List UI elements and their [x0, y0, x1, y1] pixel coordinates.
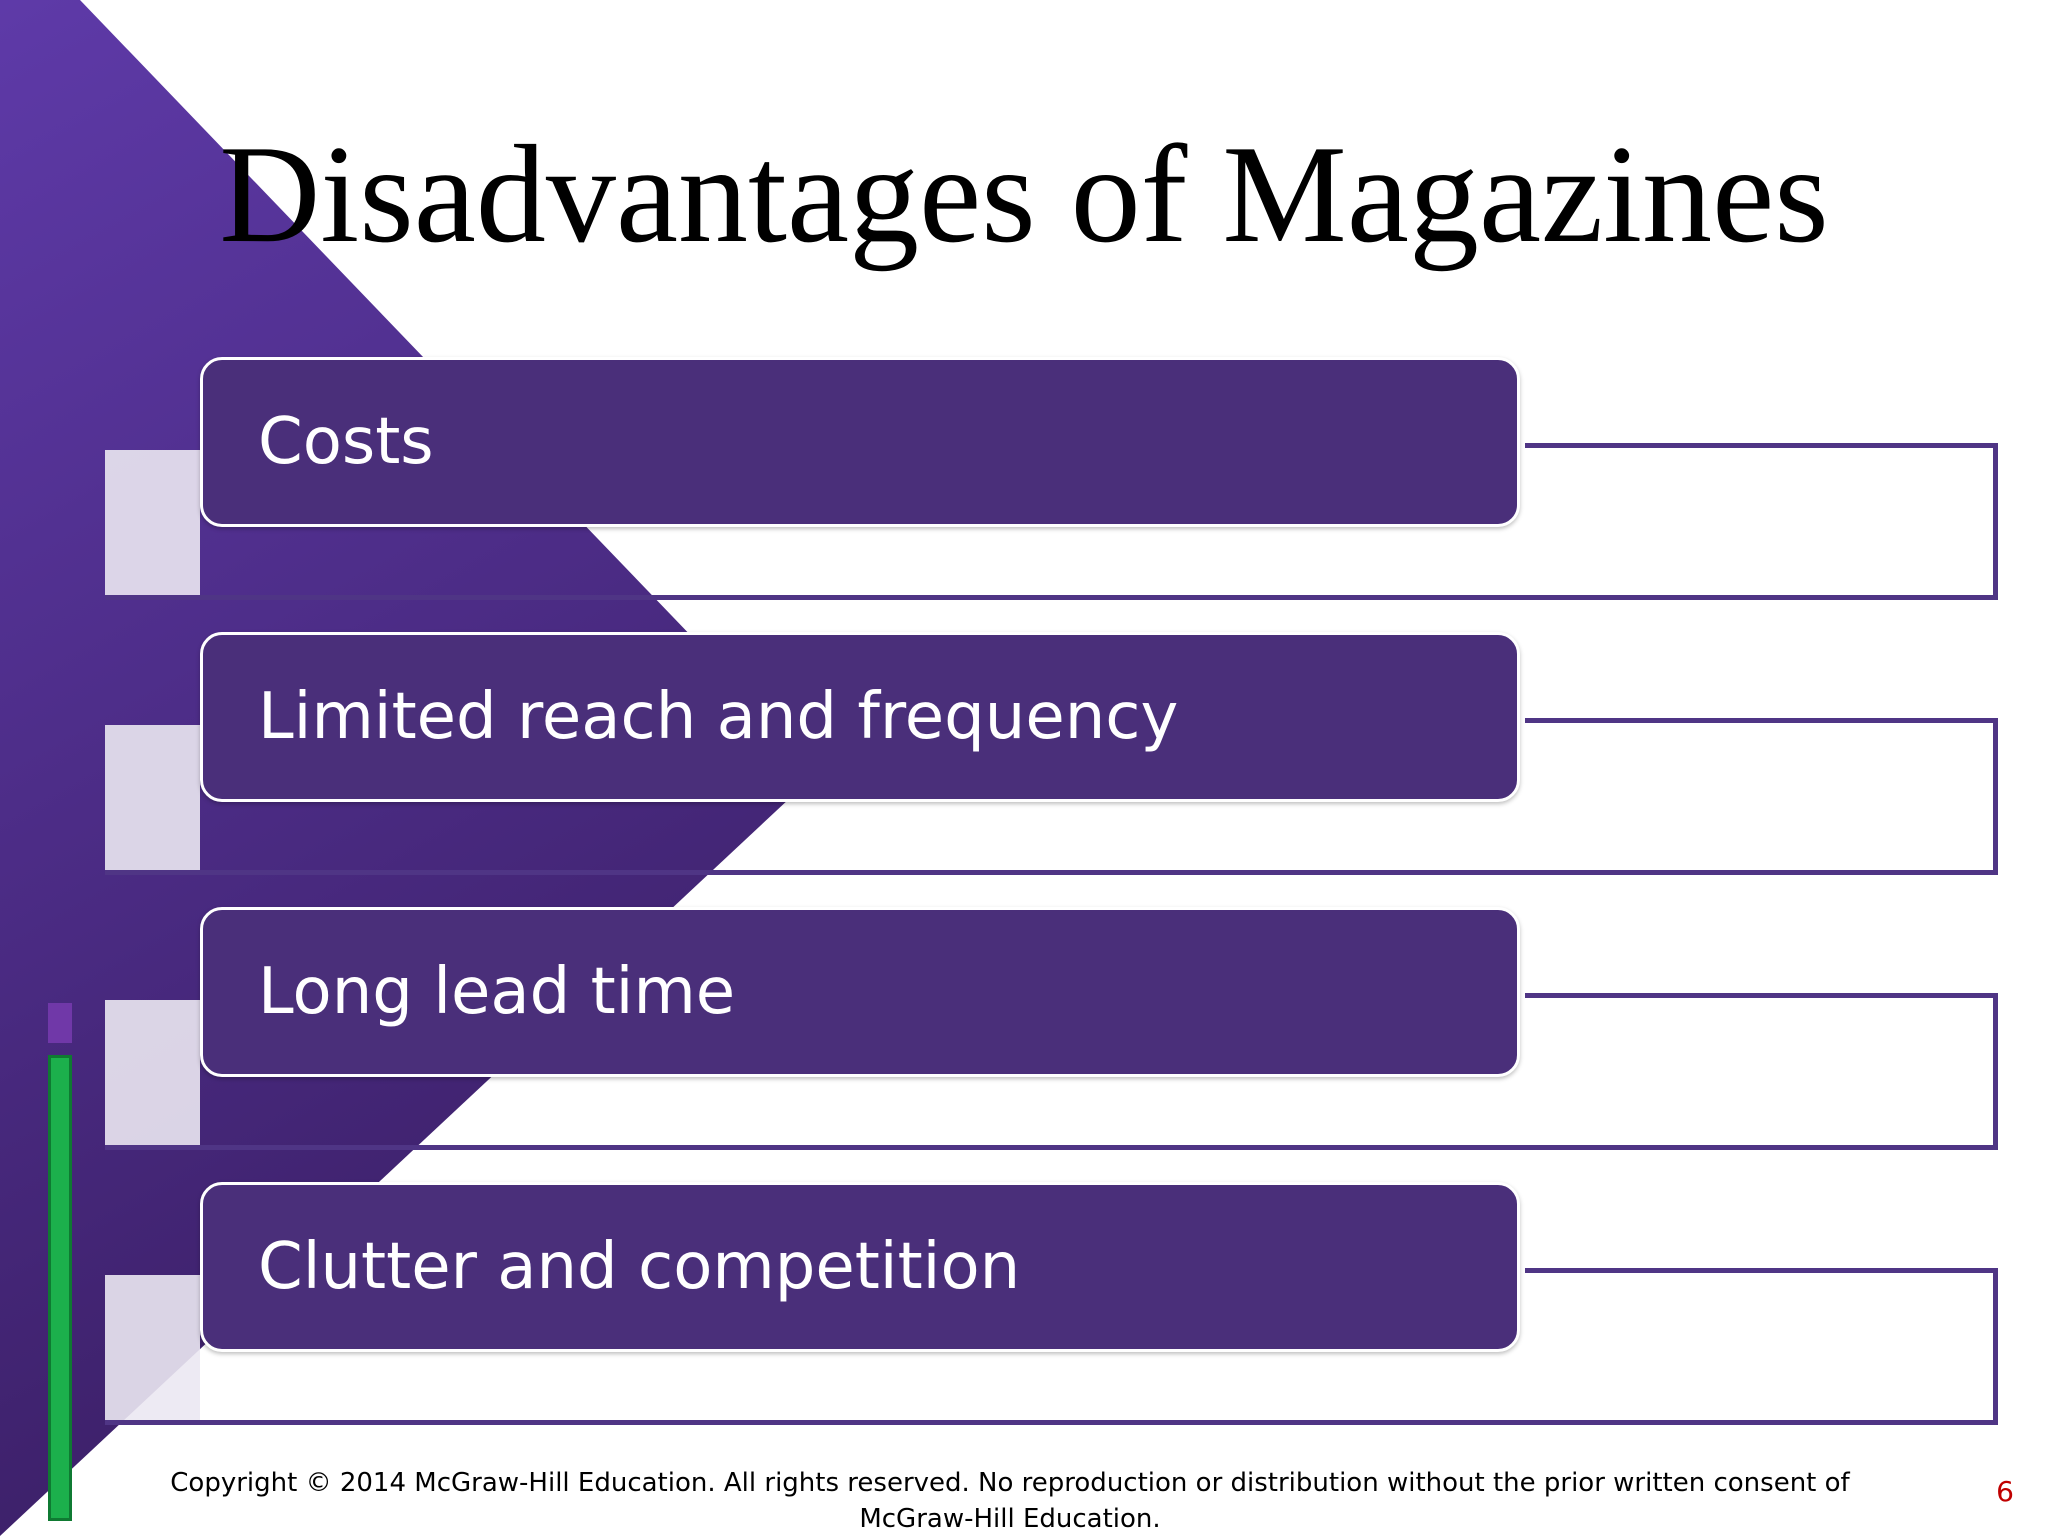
slide-title: Disadvantages of Magazines	[219, 117, 1829, 272]
list-item-label: Clutter and competition	[258, 1230, 1021, 1304]
list-item-label: Costs	[258, 405, 434, 479]
list-item-label: Limited reach and frequency	[258, 680, 1179, 754]
item-panel-outline	[105, 1000, 1998, 1150]
accent-bar-purple	[48, 1003, 72, 1043]
list-item-long-lead-time: Long lead time	[200, 907, 1520, 1077]
list-item-label: Long lead time	[258, 955, 736, 1029]
panel-shade	[105, 1000, 200, 1145]
accent-bar-green	[48, 1055, 72, 1521]
copyright-footer: Copyright © 2014 McGraw-Hill Education. …	[170, 1468, 1850, 1534]
item-panel-outline	[105, 1275, 1998, 1425]
item-panel-right-outline	[1525, 1268, 1998, 1423]
list-item-limited-reach: Limited reach and frequency	[200, 632, 1520, 802]
item-panel-right-outline	[1525, 993, 1998, 1148]
page-number: 6	[1996, 1475, 2014, 1508]
panel-shade	[105, 1275, 200, 1420]
panel-shade	[105, 725, 200, 870]
item-panel-outline	[105, 450, 1998, 600]
item-panel-outline	[105, 725, 1998, 875]
list-item-costs: Costs	[200, 357, 1520, 527]
item-panel-right-outline	[1525, 443, 1998, 598]
item-panel-right-outline	[1525, 718, 1998, 873]
panel-shade	[105, 450, 200, 595]
list-item-clutter: Clutter and competition	[200, 1182, 1520, 1352]
